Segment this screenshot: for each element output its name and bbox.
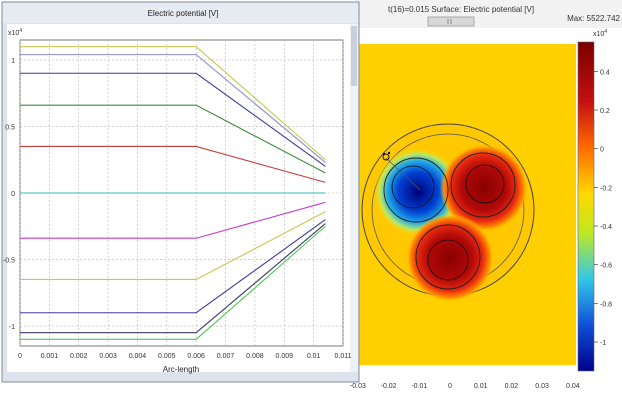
y-tick-label: 0 <box>11 191 15 198</box>
cut-line-start-icon <box>382 153 390 161</box>
surface-x-tick-label: 0.01 <box>474 383 488 390</box>
plot-x-ticks: 0 0.001 0.002 0.003 0.004 0.005 0.006 0.007 0.00… <box>18 353 352 360</box>
y-tick-label: -0.5 <box>3 258 15 265</box>
plot-y-exponent: x104 <box>8 28 22 37</box>
surface-x-tick-label: -0.02 <box>381 383 397 390</box>
colorbar-tick-label: -0.4 <box>600 224 612 231</box>
x-tick-label: 0.009 <box>276 353 294 360</box>
plot-x-label: Arc-length <box>163 365 199 374</box>
plot-window-scrollbar[interactable] <box>350 24 358 372</box>
series-line-9 <box>20 223 326 334</box>
series-line-6 <box>20 201 326 239</box>
y-tick-label: 0.5 <box>5 124 15 131</box>
x-tick-label: 0.008 <box>246 353 264 360</box>
max-label: Max: 5522.742 <box>567 14 620 23</box>
x-tick-label: 0 <box>18 353 22 360</box>
plot-window[interactable]: Electric potential [V] 0 0.001 0.002 0.003 0… <box>1 1 360 383</box>
x-tick-label: 0.006 <box>187 353 205 360</box>
positive-conductor-field-1 <box>440 144 528 232</box>
surface-x-ticks: -0.03 -0.02 -0.01 0 0.01 0.02 0.03 0.04 <box>350 383 580 390</box>
surface-header <box>355 0 622 28</box>
series-line-4 <box>20 145 326 183</box>
plot-series <box>20 46 326 340</box>
colorbar-tick-label: 0.4 <box>600 69 610 76</box>
colorbar-tick-label: -0.8 <box>600 301 612 308</box>
colorbar-tick-label: 0 <box>600 147 604 154</box>
colorbar-tick-label: 0.2 <box>600 108 610 115</box>
plot-window-title: Electric potential [V] <box>148 9 219 18</box>
surface-x-tick-label: -0.01 <box>411 383 427 390</box>
series-line-1 <box>20 54 326 163</box>
x-tick-label: 0.005 <box>158 353 176 360</box>
y-tick-label: 1 <box>11 58 15 65</box>
conductor-2-boundary <box>450 152 516 218</box>
conductor-1-boundary <box>383 157 449 223</box>
plot-window-scroll-thumb[interactable] <box>351 26 357 86</box>
x-tick-label: 0.01 <box>307 353 321 360</box>
x-tick-label: 0.003 <box>99 353 117 360</box>
conductor-3-boundary <box>415 224 481 290</box>
colorbar-tick-label: -1 <box>600 340 606 347</box>
plot-window-titlebar[interactable] <box>3 3 358 23</box>
surface-x-tick-label: -0.03 <box>350 383 366 390</box>
colorbar-ticks: 0.4 0.2 0 -0.2 -0.4 -0.6 -0.8 -1 <box>594 69 612 347</box>
series-line-3 <box>20 104 326 174</box>
x-tick-label: 0.002 <box>70 353 88 360</box>
surface-x-tick-label: 0.03 <box>535 383 549 390</box>
x-tick-label: 0.011 <box>335 353 352 360</box>
surface-title: t(16)=0.015 Surface: Electric potential … <box>388 5 534 14</box>
series-line-8 <box>20 219 326 314</box>
surface-x-tick-label: 0.04 <box>566 383 580 390</box>
colorbar-tick-label: -0.2 <box>600 185 612 192</box>
negative-conductor-field <box>374 148 462 236</box>
colorbar-tick-label: -0.6 <box>600 263 612 270</box>
y-tick-label: -1 <box>9 324 15 331</box>
series-line-10 <box>20 225 326 340</box>
series-line-7 <box>20 211 326 281</box>
surface-x-tick-label: 0 <box>448 383 452 390</box>
x-tick-label: 0.004 <box>129 353 147 360</box>
x-tick-label: 0.001 <box>41 353 59 360</box>
plot-y-ticks: 1 0.5 0 -0.5 -1 <box>3 58 15 331</box>
colorbar <box>577 41 595 372</box>
x-tick-label: 0.007 <box>217 353 235 360</box>
series-line-0 <box>20 46 326 161</box>
series-line-2 <box>20 72 326 167</box>
colorbar-exponent: x104 <box>593 29 607 38</box>
surface-x-tick-label: 0.02 <box>505 383 519 390</box>
surface-view: t(16)=0.015 Surface: Electric potential … <box>350 0 622 393</box>
cut-line <box>385 157 421 191</box>
